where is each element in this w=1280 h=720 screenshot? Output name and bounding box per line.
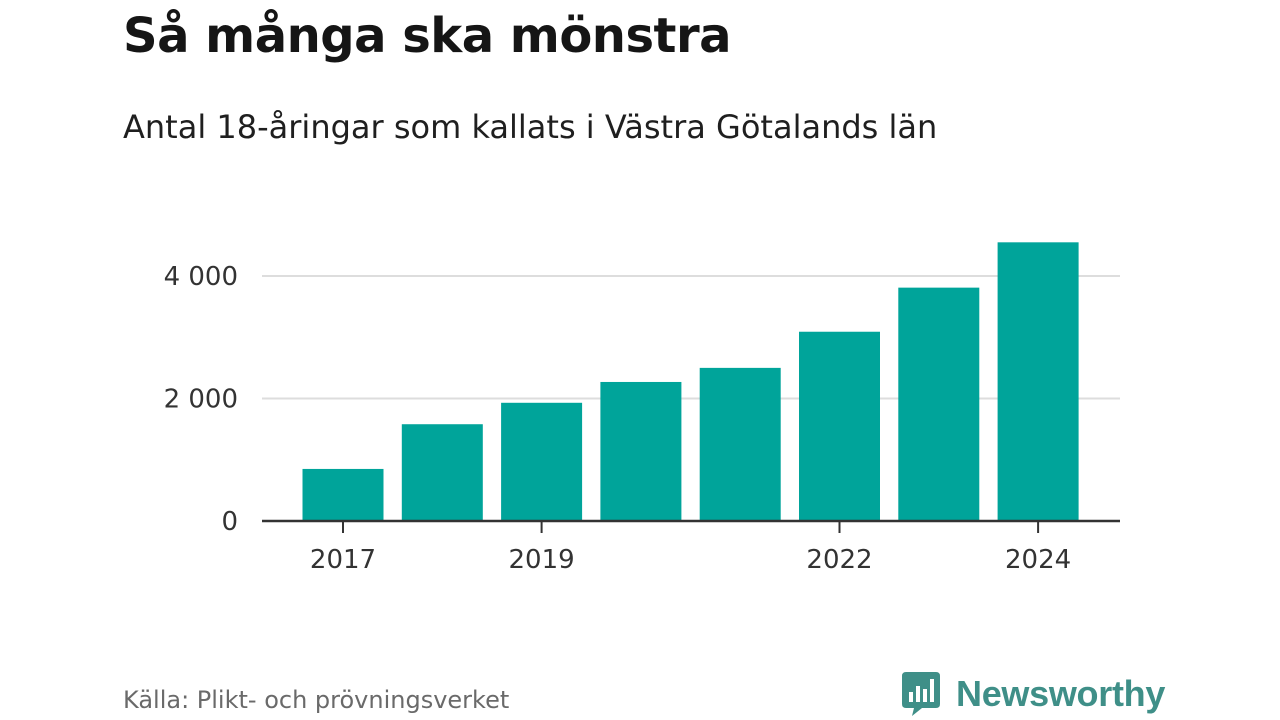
brand-logo: Newsworthy: [900, 670, 1165, 718]
gridlines: [262, 275, 1120, 400]
chart-title: Så många ska mönstra: [123, 8, 732, 64]
bar-2021: [699, 367, 781, 521]
bar-2017: [302, 468, 384, 521]
bar-2024: [997, 242, 1079, 521]
bar-2023: [898, 287, 980, 521]
chart-bubble-icon: [902, 672, 940, 716]
x-tick-label: 2017: [310, 545, 376, 575]
brand-name: Newsworthy: [956, 673, 1166, 714]
bars: [302, 242, 1079, 521]
y-tick-label: 2 000: [164, 385, 238, 415]
source-note: Källa: Plikt- och prövningsverket: [123, 686, 510, 714]
bar-2020: [600, 381, 682, 521]
axes: 0 2 000 4 000 2017 2019 2022 2024: [164, 262, 1120, 575]
y-tick-label: 0: [221, 507, 238, 537]
bar-2018: [401, 424, 483, 521]
x-tick-label: 2019: [509, 545, 575, 575]
y-tick-label: 4 000: [164, 262, 238, 292]
bar-2019: [501, 402, 583, 521]
x-tick-label: 2022: [806, 545, 872, 575]
chart-subtitle: Antal 18-åringar som kallats i Västra Gö…: [123, 108, 938, 146]
x-tick-label: 2024: [1005, 545, 1071, 575]
bar-2022: [799, 331, 880, 521]
